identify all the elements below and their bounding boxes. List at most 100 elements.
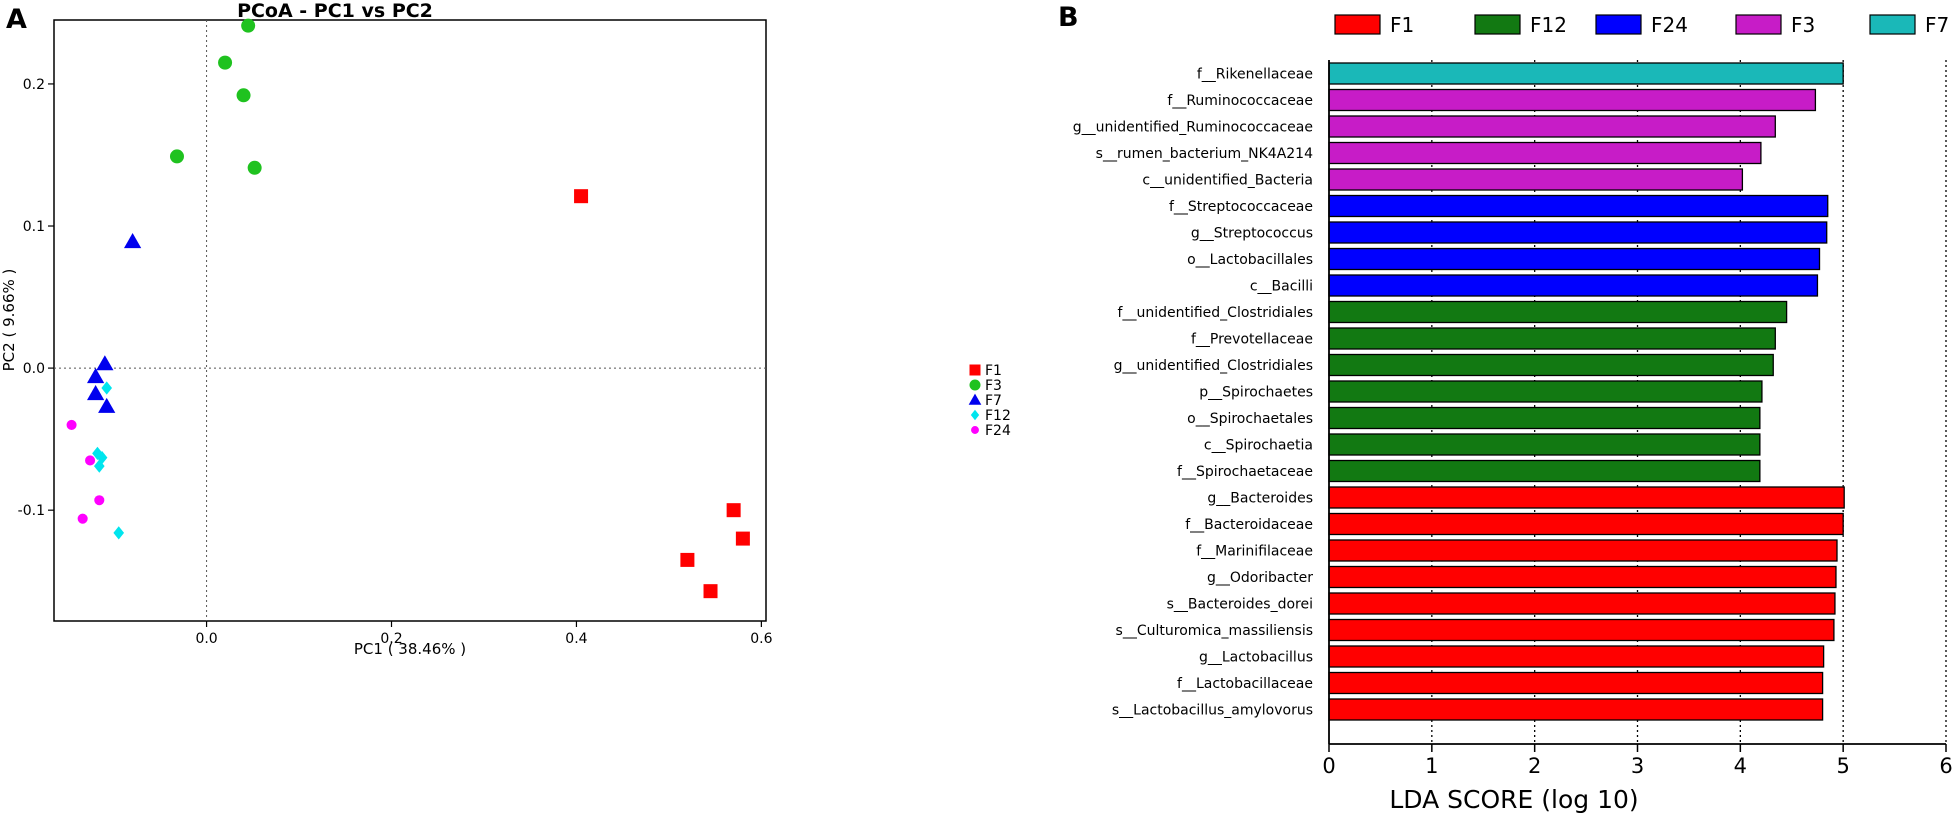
pcoa-reference-lines xyxy=(54,20,766,621)
pcoa-legend-marker-f1 xyxy=(969,364,981,376)
lda-legend-label-f24: F24 xyxy=(1651,13,1688,37)
lda-bar xyxy=(1328,168,1744,191)
lda-bar-label: f__Bacteroidaceae xyxy=(1185,517,1313,533)
lda-bar xyxy=(1328,221,1828,244)
lda-bar xyxy=(1328,62,1844,85)
pcoa-point-f3 xyxy=(247,160,262,175)
lda-bar-label: c__unidentified_Bacteria xyxy=(1142,173,1313,189)
lda-bar-label: g__unidentified_Ruminococcaceae xyxy=(1073,120,1313,136)
pcoa-legend-marker-f7 xyxy=(968,393,982,405)
pcoa-points xyxy=(66,18,750,599)
pcoa-y-tick-label: 0.0 xyxy=(23,361,45,377)
pcoa-title: PCoA - PC1 vs PC2 xyxy=(237,0,433,22)
lda-bar-label: s__Lactobacillus_amylovorus xyxy=(1112,703,1313,719)
pcoa-point-f1 xyxy=(680,552,695,567)
lda-panel: B F1 F12 F24 F3 F7 f__Rikenellaceae f__Rumino… xyxy=(1058,2,1953,814)
lda-legend-label-f7: F7 xyxy=(1925,13,1949,37)
lda-legend: F1 F12 F24 F3 F7 xyxy=(1334,13,1949,37)
lda-bar-label: g__unidentified_Clostridiales xyxy=(1114,358,1313,374)
pcoa-point-f1 xyxy=(735,531,750,546)
lda-bar xyxy=(1328,274,1819,297)
lda-x-tick-label: 4 xyxy=(1734,754,1747,778)
lda-bar-label: f__Ruminococcaceae xyxy=(1167,93,1313,109)
lda-bar xyxy=(1328,618,1835,642)
lda-bar xyxy=(1328,565,1837,589)
lda-bar xyxy=(1328,141,1762,165)
lda-legend-swatch-f7 xyxy=(1869,14,1916,35)
lda-bar-label: f__Spirochaetaceae xyxy=(1177,464,1313,480)
lda-bar xyxy=(1328,327,1776,350)
lda-bar xyxy=(1328,539,1838,562)
lda-bar-label: f__Rikenellaceae xyxy=(1197,67,1313,83)
lda-bars xyxy=(1328,62,1845,721)
lda-bar xyxy=(1328,353,1774,377)
pcoa-point-f12 xyxy=(93,459,105,473)
lda-legend-swatch-f12 xyxy=(1474,14,1521,35)
pcoa-point-f3 xyxy=(218,55,233,70)
pcoa-point-f12 xyxy=(101,381,113,395)
pcoa-y-tick-label: 0.2 xyxy=(23,77,45,93)
pcoa-point-f7 xyxy=(96,355,114,371)
lda-x-axis-label: LDA SCORE (log 10) xyxy=(1389,785,1638,814)
pcoa-legend-label-f12: F12 xyxy=(985,408,1011,424)
pcoa-point-f7 xyxy=(86,367,105,384)
panel-label-b: B xyxy=(1058,2,1079,33)
lda-x-tick-label: 6 xyxy=(1939,754,1952,778)
lda-bar-label: f__Prevotellaceae xyxy=(1191,332,1313,348)
pcoa-legend-label-f1: F1 xyxy=(985,363,1002,379)
lda-legend-swatch-f1 xyxy=(1334,14,1381,35)
pcoa-y-tick-label: -0.1 xyxy=(18,503,45,519)
panel-label-a: A xyxy=(6,4,27,35)
pcoa-point-f1 xyxy=(703,584,718,599)
lda-x-axis: 0 1 2 3 4 5 6 xyxy=(1322,60,1953,778)
pcoa-legend-label-f7: F7 xyxy=(985,393,1002,409)
lda-bar xyxy=(1328,247,1821,271)
lda-bar-label: s__Culturomica_massiliensis xyxy=(1116,623,1313,639)
lda-bar xyxy=(1328,115,1776,138)
lda-bar-label: g__Bacteroides xyxy=(1207,491,1313,507)
pcoa-point-f7 xyxy=(98,397,116,413)
lda-bar-label: s__Bacteroides_dorei xyxy=(1167,597,1313,613)
pcoa-point-f1 xyxy=(574,189,589,204)
pcoa-y-tick-label: 0.1 xyxy=(23,219,45,235)
pcoa-legend-marker-f12 xyxy=(970,409,980,421)
pcoa-x-axis-label: PC1 ( 38.46% ) xyxy=(354,640,466,658)
lda-x-tick-label: 0 xyxy=(1322,754,1335,778)
lda-legend-swatch-f24 xyxy=(1595,14,1642,35)
lda-x-tick-label: 2 xyxy=(1528,754,1541,778)
lda-bar-label: f__Marinifilaceae xyxy=(1196,544,1313,560)
pcoa-y-axis: -0.1 0.0 0.1 0.2 xyxy=(18,77,54,519)
pcoa-x-tick-label: 0.0 xyxy=(195,631,217,647)
lda-bar-label: o__Lactobacillales xyxy=(1187,252,1313,268)
lda-bar-label: s__rumen_bacterium_NK4A214 xyxy=(1096,146,1313,162)
pcoa-point-f12 xyxy=(113,526,125,540)
pcoa-panel: A PCoA - PC1 vs PC2 0.0 0.2 0.4 0.6 -0.1 0.0… xyxy=(0,0,1011,658)
lda-bar-label: f__Lactobacillaceae xyxy=(1177,676,1313,692)
pcoa-legend-label-f3: F3 xyxy=(985,378,1002,394)
lda-legend-label-f12: F12 xyxy=(1530,13,1567,37)
pcoa-point-f24 xyxy=(85,455,96,466)
lda-bar-label: f__Streptococcaceae xyxy=(1169,199,1313,215)
lda-bar-label: o__Spirochaetales xyxy=(1187,411,1313,427)
pcoa-point-f3 xyxy=(236,88,251,103)
lda-bar xyxy=(1328,671,1824,695)
lda-bar xyxy=(1328,300,1788,324)
lda-bar xyxy=(1328,698,1824,721)
lda-legend-label-f1: F1 xyxy=(1390,13,1414,37)
lda-legend-label-f3: F3 xyxy=(1791,13,1815,37)
lda-bar-label: c__Bacilli xyxy=(1250,279,1313,295)
lda-bar xyxy=(1328,433,1761,456)
pcoa-point-f24 xyxy=(94,495,105,506)
pcoa-point-f7 xyxy=(123,233,142,249)
pcoa-x-tick-label: 0.6 xyxy=(750,631,772,647)
pcoa-point-f3 xyxy=(169,149,184,164)
lda-bar-label: p__Spirochaetes xyxy=(1199,385,1313,401)
lda-bar xyxy=(1328,406,1761,430)
pcoa-legend-marker-f24 xyxy=(971,426,979,434)
pcoa-point-f24 xyxy=(77,513,88,524)
pcoa-y-axis-label: PC2 ( 9.66% ) xyxy=(0,269,18,372)
pcoa-legend-label-f24: F24 xyxy=(985,423,1011,439)
lda-bar-label: c__Spirochaetia xyxy=(1204,438,1313,454)
lda-bar xyxy=(1328,592,1836,615)
